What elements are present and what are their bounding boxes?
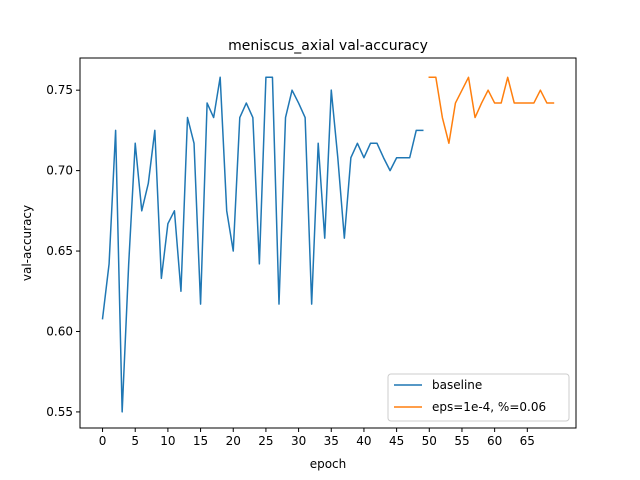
x-tick-label: 20 bbox=[226, 434, 241, 448]
x-tick-label: 5 bbox=[131, 434, 139, 448]
y-tick-label: 0.55 bbox=[46, 405, 73, 419]
series-layer bbox=[101, 76, 555, 413]
x-axis: 0 5 10 15 20 25 30 35 40 45 50 55 60 65 bbox=[99, 428, 535, 448]
x-tick-label: 60 bbox=[487, 434, 502, 448]
x-tick-label: 45 bbox=[389, 434, 404, 448]
legend: baseline eps=1e-4, %=0.06 bbox=[387, 373, 570, 422]
legend-label-baseline: baseline bbox=[432, 378, 482, 392]
y-tick-label: 0.60 bbox=[46, 324, 73, 338]
series-line-0 bbox=[101, 76, 424, 413]
series-line-1 bbox=[428, 76, 555, 145]
x-tick-label: 65 bbox=[520, 434, 535, 448]
x-tick-label: 40 bbox=[356, 434, 371, 448]
y-tick-label: 0.65 bbox=[46, 244, 73, 258]
x-tick-label: 10 bbox=[160, 434, 175, 448]
plot-area-frame bbox=[79, 57, 577, 429]
x-tick-label: 30 bbox=[291, 434, 306, 448]
x-tick-label: 0 bbox=[99, 434, 107, 448]
x-tick-label: 15 bbox=[193, 434, 208, 448]
x-tick-label: 55 bbox=[454, 434, 469, 448]
x-tick-label: 50 bbox=[422, 434, 437, 448]
x-axis-label: epoch bbox=[310, 457, 347, 471]
y-tick-label: 0.75 bbox=[46, 83, 73, 97]
y-axis: 0.55 0.60 0.65 0.70 0.75 bbox=[46, 83, 80, 419]
chart-title: meniscus_axial val-accuracy bbox=[228, 38, 428, 54]
y-axis-label: val-accuracy bbox=[20, 205, 34, 281]
legend-label-eps: eps=1e-4, %=0.06 bbox=[432, 400, 546, 414]
y-tick-label: 0.70 bbox=[46, 164, 73, 178]
legend-box bbox=[387, 373, 570, 422]
x-tick-label: 35 bbox=[324, 434, 339, 448]
x-tick-label: 25 bbox=[258, 434, 273, 448]
